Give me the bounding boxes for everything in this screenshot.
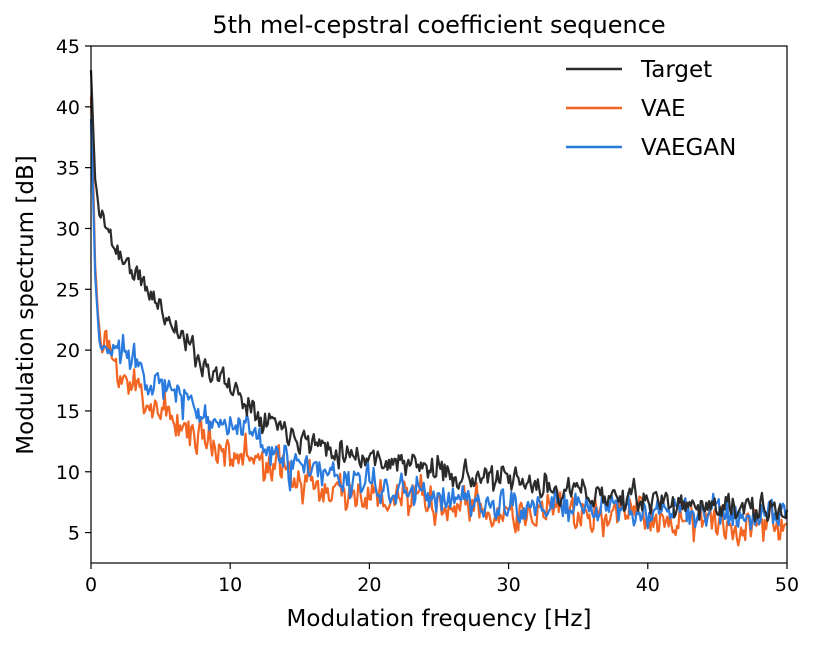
y-tick-label: 30 xyxy=(56,218,80,240)
x-axis-ticks: 0 10 20 30 40 50 xyxy=(85,563,799,596)
y-axis-ticks: 5 10 15 20 25 30 35 40 45 xyxy=(56,36,91,545)
y-tick-label: 45 xyxy=(56,36,80,58)
series-line-vae xyxy=(89,96,788,547)
series-line-vaegan xyxy=(89,118,788,531)
x-tick-label: 40 xyxy=(636,574,660,596)
legend-label-target: Target xyxy=(640,57,712,83)
y-tick-label: 15 xyxy=(56,401,80,423)
y-tick-label: 35 xyxy=(56,158,80,180)
plot-frame xyxy=(90,45,788,564)
y-tick-label: 40 xyxy=(56,97,80,119)
y-axis-label: Modulation spectrum [dB] xyxy=(13,155,39,454)
x-tick-label: 20 xyxy=(357,574,381,596)
x-tick-label: 30 xyxy=(497,574,521,596)
legend-label-vae: VAE xyxy=(641,96,686,122)
y-tick-label: 25 xyxy=(56,279,80,301)
legend-label-vaegan: VAEGAN xyxy=(641,135,736,161)
legend: Target VAE VAEGAN xyxy=(566,57,736,161)
plot-lines xyxy=(89,70,789,547)
y-tick-label: 5 xyxy=(68,523,80,545)
x-tick-label: 50 xyxy=(775,574,799,596)
y-tick-label: 10 xyxy=(56,462,80,484)
x-tick-label: 10 xyxy=(218,574,242,596)
y-tick-label: 20 xyxy=(56,340,80,362)
x-axis-label: Modulation frequency [Hz] xyxy=(287,606,592,632)
chart-title: 5th mel-cepstral coefficient sequence xyxy=(212,11,665,39)
series-line-target xyxy=(89,70,789,523)
x-tick-label: 0 xyxy=(85,574,97,596)
